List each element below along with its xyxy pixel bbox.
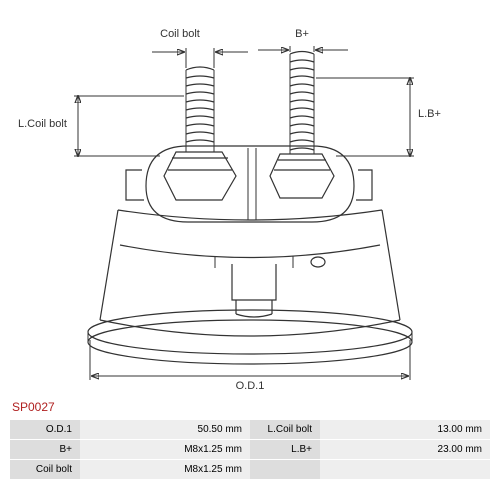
technical-diagram: Coil bolt B+ L.Coil bolt L.B+ O.D.1 [0, 0, 500, 395]
label-l-b-plus: L.B+ [418, 108, 441, 120]
table-row: O.D.1 50.50 mm L.Coil bolt 13.00 mm [10, 420, 490, 440]
spec-key: Coil bolt [10, 460, 80, 480]
spec-table: O.D.1 50.50 mm L.Coil bolt 13.00 mm B+ M… [10, 420, 490, 480]
spec-key: B+ [10, 440, 80, 460]
label-b-plus: B+ [282, 28, 322, 40]
label-od1: O.D.1 [225, 380, 275, 392]
label-l-coil-bolt: L.Coil bolt [18, 118, 67, 130]
part-number: SP0027 [12, 400, 55, 414]
table-row: Coil bolt M8x1.25 mm [10, 460, 490, 480]
spec-key: L.Coil bolt [250, 420, 320, 440]
spec-key: O.D.1 [10, 420, 80, 440]
spec-val: 13.00 mm [320, 420, 490, 440]
spec-val: 23.00 mm [320, 440, 490, 460]
spec-key: L.B+ [250, 440, 320, 460]
label-coil-bolt: Coil bolt [150, 28, 210, 40]
spec-key [250, 460, 320, 480]
spec-val: 50.50 mm [80, 420, 250, 440]
spec-val [320, 460, 490, 480]
diagram-svg [0, 0, 500, 395]
spec-val: M8x1.25 mm [80, 440, 250, 460]
spec-val: M8x1.25 mm [80, 460, 250, 480]
table-row: B+ M8x1.25 mm L.B+ 23.00 mm [10, 440, 490, 460]
